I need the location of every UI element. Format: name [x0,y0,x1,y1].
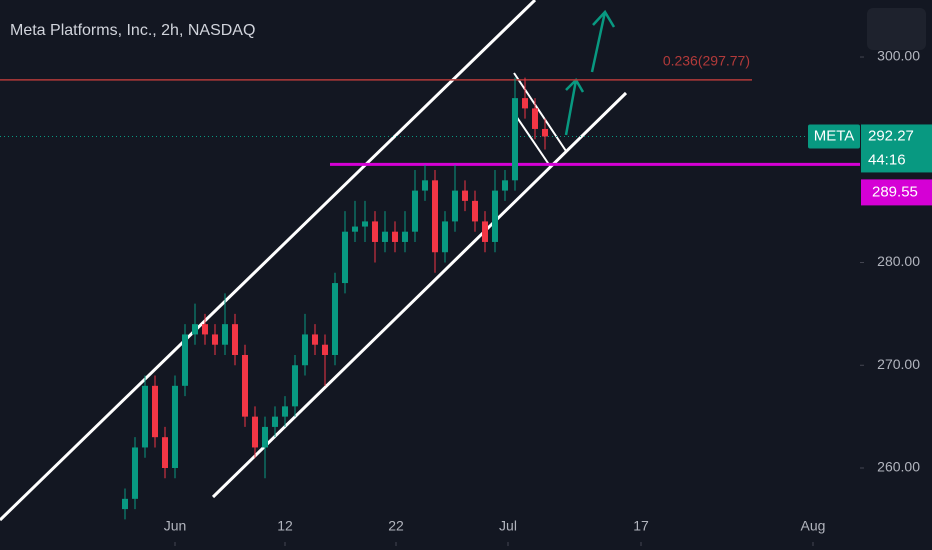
candle-body [402,231,408,242]
widget-box[interactable] [867,8,926,50]
candle-body [452,190,458,222]
candle-body [182,334,188,386]
countdown-label: 44:16 [868,151,906,168]
candle-body [242,354,248,417]
x-tick-label: Aug [801,518,826,534]
x-tick-label: 17 [633,518,649,534]
candle-body [372,221,378,242]
candle-body [462,190,468,201]
y-tick-label: 270.00 [877,356,920,372]
candle-body [542,128,548,137]
candle-body [522,98,528,109]
candle-body [332,283,338,355]
candle-body [172,385,178,469]
y-tick-label: 260.00 [877,459,920,475]
candle-body [482,221,488,242]
x-tick-label: Jun [164,518,187,534]
y-tick-label: 280.00 [877,253,920,269]
candle-body [342,231,348,284]
candle-body [202,324,208,335]
candle-body [392,231,398,242]
pennant-lower [513,112,551,167]
candle-body [432,180,438,253]
last-price-badge [861,124,932,173]
candle-body [192,324,198,335]
candle-body [362,221,368,227]
last-price-label: 292.27 [868,127,914,144]
candle-body [132,447,138,499]
candle-body [422,180,428,191]
candle-body [152,385,158,438]
symbol-label: META [814,127,855,144]
candle-body [302,334,308,366]
candle-body [292,365,298,407]
candle-body [502,180,508,191]
candle-body [442,221,448,253]
channel-lower [211,91,628,499]
x-tick-label: 12 [277,518,293,534]
candle-body [162,437,168,469]
candle-body [262,426,268,448]
candle-body [492,190,498,242]
drawings [0,0,628,522]
candle-body [222,324,228,345]
candle-body [122,498,128,510]
x-tick-label: Jul [499,518,517,534]
candle-body [142,385,148,448]
candle-body [282,406,288,417]
chart-title: Meta Platforms, Inc., 2h, NASDAQ [10,22,255,39]
symbol-badge [808,124,860,149]
candle-body [512,98,518,181]
channel-upper [0,0,537,522]
candle-body [212,334,218,345]
candle-body [532,108,538,129]
candle-body [232,324,238,355]
support-badge [861,179,932,206]
candle-body [352,226,358,232]
candle-body [472,200,478,222]
candle-body [322,344,328,355]
candle-body [382,231,388,242]
support-label: 289.55 [872,183,918,200]
candle-body [252,416,258,448]
y-tick-label: 300.00 [877,48,920,64]
candle-body [412,190,418,232]
candle-body [312,334,318,345]
pennant-upper [513,72,567,152]
arrow [590,9,616,73]
fib-label: 0.236(297.77) [663,53,750,69]
candle-body [272,416,278,427]
x-tick-label: 22 [388,518,404,534]
